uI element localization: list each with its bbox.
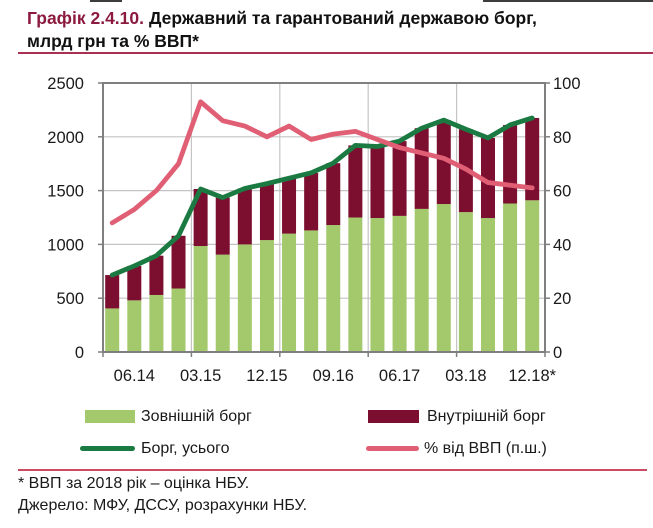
legend-label-internal-debt: Внутрішній борг [427, 408, 546, 425]
bar-internal-debt [149, 255, 164, 295]
title-divider-rule [18, 52, 653, 54]
right-axis-label: 100 [553, 75, 581, 93]
bar-internal-debt [171, 235, 186, 289]
top-crop-artifact-right [483, 0, 653, 2]
x-axis-label: 06.14 [114, 367, 155, 385]
bar-external-debt [480, 218, 495, 352]
bar-external-debt [348, 217, 363, 352]
legend-swatch-gdp-pct-line [366, 446, 419, 451]
right-axis-label: 80 [553, 129, 571, 147]
x-axis-label: 03.15 [180, 367, 221, 385]
debt-combo-chart: 2500 2000 1500 1000 500 0 100 80 60 40 20 0 06.14 03.… [47, 75, 581, 385]
footnote-source: Джерело: МФУ, ДССУ, розрахунки НБУ. [18, 497, 308, 514]
bar-external-debt [304, 230, 319, 352]
bar-external-debt [503, 203, 518, 352]
bar-external-debt [127, 300, 142, 352]
bar-internal-debt [193, 188, 208, 247]
right-axis-label: 20 [553, 290, 571, 308]
bar-internal-debt [326, 163, 341, 226]
chart-title-line1: Державний та гарантований державою борг, [149, 8, 537, 28]
total-debt-line [109, 115, 535, 278]
bar-internal-debt [127, 265, 142, 301]
plot-border [102, 82, 546, 353]
bar-external-debt [414, 208, 429, 352]
x-axis-label: 03.18 [445, 367, 486, 385]
bar-external-debt [171, 288, 186, 352]
bar-external-debt [193, 246, 208, 352]
right-axis-label: 0 [553, 344, 562, 362]
bar-external-debt [259, 240, 274, 352]
bar-internal-debt [282, 178, 297, 234]
left-axis-label: 0 [75, 344, 84, 362]
right-axis-label: 40 [553, 236, 571, 254]
legend-swatch-total-debt-line [80, 446, 135, 451]
bar-internal-debt [370, 146, 385, 219]
bar-external-debt [458, 212, 473, 352]
legend-label-total-debt: Борг, усього [141, 440, 230, 457]
bar-external-debt [436, 204, 451, 352]
left-axis-label: 1000 [47, 236, 84, 254]
bar-external-debt [392, 215, 407, 352]
bar-external-debt [237, 244, 252, 352]
bar-internal-debt [436, 120, 451, 205]
bar-internal-debt [503, 124, 518, 204]
gdp-percent-line [109, 99, 535, 226]
left-axis-label: 500 [56, 290, 84, 308]
bar-internal-debt [480, 137, 495, 219]
left-axis-label: 1500 [47, 183, 84, 201]
bar-internal-debt [215, 197, 230, 255]
chart-title: Графік 2.4.10. Державний та гарантований … [27, 7, 639, 52]
left-axis-label: 2000 [47, 129, 84, 147]
bar-external-debt [282, 233, 297, 352]
legend-label-external-debt: Зовнішній борг [141, 408, 252, 425]
x-axis-label: 09.16 [313, 367, 354, 385]
bar-internal-debt [525, 117, 540, 201]
bar-internal-debt [237, 188, 252, 245]
chart-title-line2: млрд грн та % ВВП* [27, 30, 199, 51]
bar-external-debt [215, 254, 230, 352]
bar-internal-debt [259, 183, 274, 241]
bar-internal-debt [304, 172, 319, 231]
right-axis-label: 60 [553, 183, 571, 201]
bar-external-debt [105, 308, 120, 352]
x-axis-label: 12.18* [508, 367, 556, 385]
footnote-gdp-estimate: * ВВП за 2018 рік – оцінка НБУ. [18, 475, 250, 492]
bar-internal-debt [348, 145, 363, 218]
chart-legend: Зовнішній борг Внутрішній борг Борг, усь… [0, 0, 653, 457]
bar-external-debt [525, 200, 540, 352]
legend-swatch-internal-debt [368, 410, 419, 423]
bar-external-debt [149, 294, 164, 352]
top-crop-artifact-left [90, 0, 122, 2]
chart-title-number: Графік 2.4.10. [27, 8, 144, 28]
bar-external-debt [326, 225, 341, 352]
x-axis-label: 06.17 [379, 367, 420, 385]
legend-label-gdp-pct: % від ВВП (п.ш.) [424, 440, 547, 457]
x-axis-label: 12.15 [246, 367, 287, 385]
bar-internal-debt [105, 275, 120, 309]
footer-divider-rule [18, 469, 647, 471]
left-axis-label: 2500 [47, 75, 84, 93]
bar-external-debt [370, 218, 385, 352]
legend-swatch-external-debt [85, 410, 135, 423]
bar-internal-debt [414, 128, 429, 209]
bar-internal-debt [392, 141, 407, 216]
